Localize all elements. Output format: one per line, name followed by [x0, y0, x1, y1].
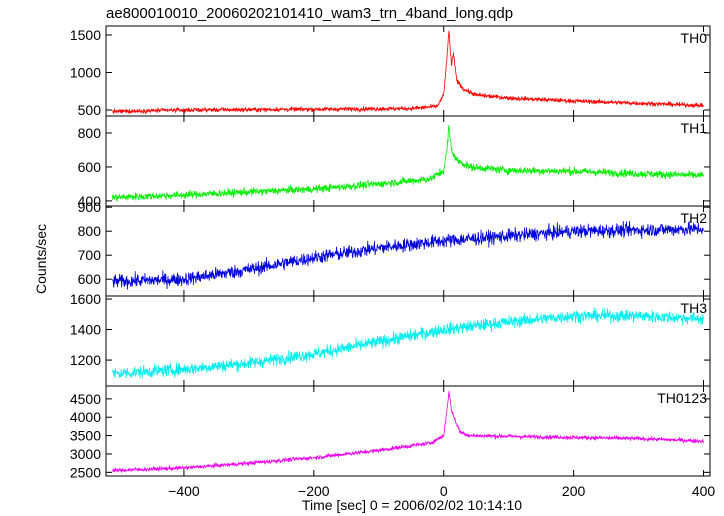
y-tick-label: 600	[78, 159, 102, 175]
y-tick-label: 2500	[70, 464, 101, 480]
y-tick-label: 4500	[70, 391, 101, 407]
panels-group: 500 1000 1500 TH0 400 600 800 TH1 600 700 800 900 TH…	[70, 25, 711, 480]
y-tick-label: 800	[78, 125, 102, 141]
panel-label-th2: TH2	[681, 210, 708, 226]
x-tick-label: −400	[168, 483, 200, 499]
y-tick-label: 1400	[70, 322, 101, 338]
y-tick-label: 1200	[70, 352, 101, 368]
y-tick-label: 800	[78, 223, 102, 239]
y-tick-label: 700	[78, 247, 102, 263]
x-tick-label: −200	[298, 483, 330, 499]
y-tick-label: 600	[78, 271, 102, 287]
panel-label-th1: TH1	[681, 120, 708, 136]
x-tick-label: 0	[440, 483, 448, 499]
x-tick-label: 400	[692, 483, 716, 499]
y-tick-label: 500	[78, 102, 102, 118]
series-line-th0123	[112, 391, 704, 473]
y-tick-label: 3000	[70, 446, 101, 462]
x-axis-label: Time [sec] 0 = 2006/02/02 10:14:10	[302, 497, 522, 513]
series-line-th1	[112, 124, 704, 202]
panel-frame	[105, 205, 711, 297]
y-tick-label: 400	[78, 193, 102, 209]
series-line-th2	[112, 221, 704, 290]
panel-frame	[105, 385, 711, 477]
y-axis-label: Counts/sec	[33, 224, 49, 294]
series-line-th0	[112, 30, 704, 115]
panel-label-th0123: TH0123	[657, 390, 707, 406]
y-tick-label: 3500	[70, 428, 101, 444]
panel-frame	[105, 295, 711, 387]
panel-label-th0: TH0	[681, 30, 708, 46]
panel-th3: 1200 1400 1600 TH3	[70, 291, 711, 387]
y-tick-label: 1000	[70, 65, 101, 81]
y-tick-label: 4000	[70, 409, 101, 425]
x-tick-label: 200	[562, 483, 586, 499]
panel-label-th3: TH3	[681, 300, 708, 316]
chart-title: ae800010010_20060202101410_wam3_trn_4ban…	[106, 5, 513, 22]
panel-th2: 600 700 800 900 TH2	[78, 199, 711, 297]
panel-th0123: 2500 3000 3500 4000 4500 TH0123	[70, 385, 711, 480]
panel-th0: 500 1000 1500 TH0	[70, 25, 711, 118]
series-line-th3	[112, 307, 704, 379]
x-axis: −400 −200 0 200 400	[168, 483, 715, 499]
y-tick-label: 900	[78, 199, 102, 215]
y-tick-label: 1500	[70, 27, 101, 43]
panel-th1: 400 600 800 TH1	[78, 115, 711, 209]
y-tick-label: 1600	[70, 291, 101, 307]
